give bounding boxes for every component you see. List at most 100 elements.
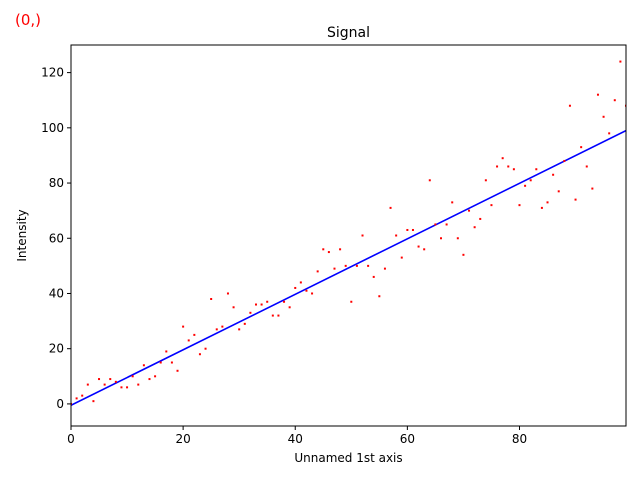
data-point [255,303,257,306]
data-point [221,325,224,328]
y-tick-label: 0 [56,397,64,411]
data-point [540,206,543,209]
data-point [249,311,252,314]
data-point [294,286,297,289]
data-point [468,209,471,212]
data-point [204,347,207,350]
x-axis-title: Unnamed 1st axis [294,451,402,465]
data-point [170,361,173,364]
data-point [148,378,151,381]
y-tick-label: 20 [49,342,64,356]
data-point [563,159,566,162]
data-point [288,306,291,309]
data-point [434,223,437,226]
y-tick-label: 60 [49,231,64,245]
fit-line [71,129,626,407]
data-point [518,204,521,207]
data-point [92,400,95,403]
x-tick-label: 60 [400,432,415,446]
data-point [98,378,101,381]
data-point [613,99,616,102]
data-point [333,267,336,270]
data-point [176,369,179,372]
data-point [406,228,409,231]
y-tick-label: 100 [41,121,64,135]
data-point [350,300,353,303]
data-point [529,179,532,182]
data-point [400,256,403,259]
data-point [232,306,235,309]
data-point [411,228,414,231]
y-tick-label: 40 [49,286,64,300]
plot-area [71,60,626,407]
data-point [367,264,370,267]
data-point [428,179,431,182]
data-point [210,298,213,300]
data-point [372,275,375,278]
data-point [546,201,549,204]
data-point [501,157,504,160]
data-point [496,165,499,168]
data-point [389,206,392,209]
data-point [126,386,129,389]
data-point [305,289,308,292]
data-point [596,93,599,96]
data-point [131,375,134,378]
y-axis-title: Intensity [15,209,29,261]
data-point [568,104,571,107]
data-point [361,234,364,237]
data-point [103,383,106,386]
chart-title: Signal [327,25,370,41]
data-point [445,223,448,226]
data-point [344,264,347,267]
data-point [299,281,302,284]
axis-ticks: 0 20 40 60 80 0 20 40 60 80 100 120 [41,66,527,446]
data-point [142,364,145,367]
y-tick-label: 80 [49,176,64,190]
x-tick-label: 40 [288,432,303,446]
data-point [193,333,196,336]
data-point [266,300,269,303]
data-point [109,378,112,381]
data-point [81,394,84,397]
data-point [75,397,78,400]
data-point [322,248,325,251]
data-point [159,361,162,364]
data-point [198,353,201,356]
data-point [451,201,454,204]
data-point [507,165,510,168]
data-point [187,339,190,342]
data-point [490,204,493,207]
data-point [524,184,527,187]
axes-frame [70,44,627,427]
data-point [327,251,330,254]
data-point [608,132,611,135]
data-point [479,217,482,220]
data-point [226,292,229,295]
data-point [339,248,342,251]
data-point [120,386,123,389]
data-point [154,375,157,378]
data-point [473,226,476,229]
data-point [182,325,185,328]
data-point [456,237,459,240]
data-point [580,146,583,149]
data-point [484,179,487,182]
data-point [316,270,319,273]
data-point [585,165,588,168]
data-point [165,350,168,353]
data-point [311,292,314,295]
data-point [271,314,274,317]
data-point [355,264,358,267]
data-point [243,322,246,325]
data-point [395,234,398,237]
data-point [238,328,241,331]
data-point [619,60,622,63]
data-point [417,245,420,248]
data-point [512,168,515,171]
data-point [114,380,117,383]
data-point [215,328,218,331]
data-point [591,187,594,190]
data-point [137,383,140,386]
